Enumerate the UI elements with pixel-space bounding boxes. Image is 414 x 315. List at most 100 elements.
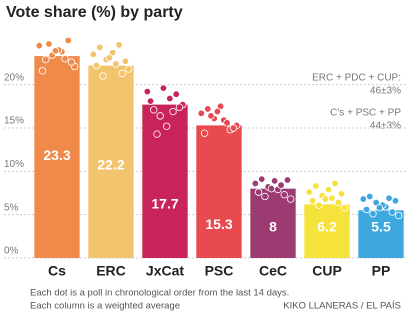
poll-dot <box>162 122 171 130</box>
poll-dot <box>108 48 117 57</box>
poll-dot <box>328 194 336 202</box>
poll-dot <box>321 195 330 203</box>
poll-dot <box>375 204 384 212</box>
poll-dot <box>115 41 123 49</box>
poll-dot <box>92 61 101 70</box>
value-label: 17.7 <box>151 195 178 211</box>
annotation: 44±3% <box>370 121 401 132</box>
poll-dot <box>308 197 317 205</box>
poll-dot <box>51 47 60 55</box>
note: Each dot is a poll in chronological orde… <box>30 288 289 299</box>
bar <box>358 210 404 258</box>
poll-dot <box>207 112 215 120</box>
poll-dot <box>216 102 225 111</box>
bar <box>196 125 242 259</box>
poll-dot <box>105 54 114 62</box>
poll-dot <box>394 211 403 220</box>
poll-dot <box>340 204 349 212</box>
poll-dot <box>337 190 346 198</box>
poll-dot <box>283 176 292 184</box>
y-tick-label: 10% <box>4 159 24 170</box>
poll-dot <box>258 175 266 183</box>
poll-dot <box>156 112 164 120</box>
poll-dot <box>118 69 126 78</box>
poll-dot <box>159 84 168 92</box>
poll-dot <box>254 188 263 196</box>
y-tick-label: 20% <box>4 72 24 83</box>
value-label: 5.5 <box>371 219 391 235</box>
poll-dot <box>261 192 269 201</box>
poll-dot <box>388 208 396 216</box>
poll-dot <box>121 57 130 65</box>
bar <box>88 65 134 258</box>
annotation: ERC + PDC + CUP: <box>312 73 401 84</box>
x-tick-label: ERC <box>96 263 126 279</box>
x-tick-label: CeC <box>259 263 287 279</box>
bar <box>304 204 350 258</box>
poll-dot <box>64 36 72 45</box>
poll-dot <box>197 109 206 117</box>
poll-dot <box>366 192 374 201</box>
poll-dot <box>35 41 44 50</box>
value-label: 23.3 <box>43 147 70 163</box>
poll-dot <box>331 179 339 188</box>
poll-dot <box>124 65 133 73</box>
y-tick-label: 0% <box>4 246 19 257</box>
poll-dot <box>146 97 155 105</box>
poll-dot <box>369 210 377 218</box>
poll-dot <box>204 105 212 113</box>
poll-dot <box>385 194 393 202</box>
poll-dot <box>315 201 323 209</box>
x-tick-label: CUP <box>312 263 342 279</box>
poll-dot <box>175 103 184 111</box>
poll-dot <box>61 54 69 63</box>
poll-dot <box>166 94 174 103</box>
x-tick-label: PP <box>372 263 391 279</box>
poll-dot <box>89 50 98 59</box>
poll-dot <box>391 197 400 205</box>
poll-dot <box>324 185 333 194</box>
poll-dot <box>251 179 260 188</box>
poll-dot <box>286 195 295 203</box>
poll-dot <box>143 87 152 96</box>
poll-dot <box>42 55 50 64</box>
bar <box>142 104 188 258</box>
poll-dot <box>372 198 380 207</box>
poll-dot <box>213 107 222 116</box>
poll-dot <box>334 198 342 207</box>
poll-dot <box>359 195 368 203</box>
poll-dot <box>38 67 47 75</box>
poll-dot <box>172 90 180 98</box>
poll-dot <box>312 182 320 190</box>
poll-dot <box>280 191 288 199</box>
poll-dot <box>112 60 120 68</box>
y-tick-label: 15% <box>4 116 24 127</box>
value-label: 15.3 <box>205 216 232 232</box>
poll-dot <box>229 124 238 132</box>
poll-dot <box>277 181 285 189</box>
poll-dot <box>45 40 53 48</box>
poll-dot <box>200 129 209 137</box>
poll-dot <box>267 184 276 193</box>
poll-dot <box>96 43 104 52</box>
y-tick-label: 5% <box>4 202 19 213</box>
source: KIKO LLANERAS / EL PAÍS <box>283 301 401 312</box>
value-label: 6.2 <box>317 219 337 235</box>
value-label: 8 <box>269 219 277 235</box>
poll-dot <box>362 205 371 214</box>
note: Each column is a weighted average <box>30 301 180 312</box>
value-label: 22.2 <box>97 156 124 172</box>
poll-dot <box>223 119 231 127</box>
annotation: C's + PSC + PP <box>330 108 401 119</box>
poll-dot <box>150 106 158 114</box>
x-tick-label: JxCat <box>146 263 184 279</box>
poll-dot <box>67 58 76 66</box>
chart-title: Vote share (%) by party <box>6 4 183 21</box>
x-tick-label: PSC <box>205 263 234 279</box>
annotation: 46±3% <box>370 86 401 97</box>
poll-dot <box>99 72 107 80</box>
bar <box>34 56 80 258</box>
poll-dot <box>153 130 161 138</box>
poll-dot <box>305 188 314 196</box>
poll-dot <box>270 177 279 185</box>
